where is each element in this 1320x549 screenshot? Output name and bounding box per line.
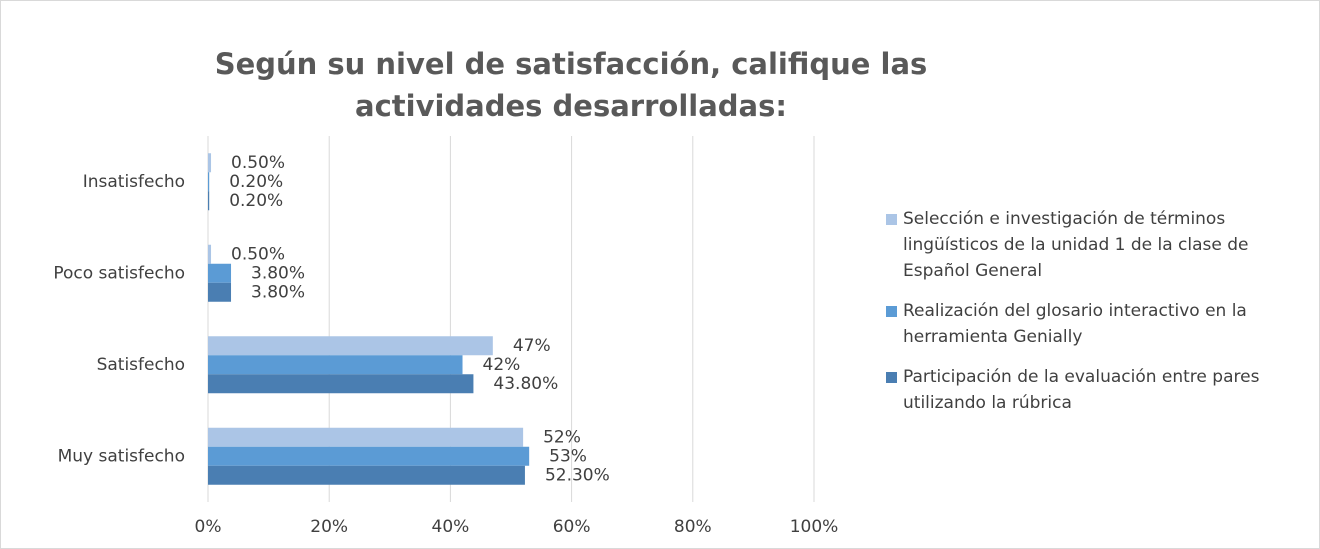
legend-item: Selección e investigación de términos li… (886, 206, 1306, 284)
legend-item: Realización del glosario interactivo en … (886, 298, 1306, 350)
data-label: 42% (483, 355, 521, 375)
bar (208, 191, 210, 211)
y-tick-label: Poco satisfecho (53, 263, 185, 283)
x-tick-label: 80% (674, 517, 712, 537)
data-label: 0.20% (229, 172, 283, 192)
legend-label: Realización del glosario interactivo en … (903, 301, 1247, 347)
y-tick-label: Satisfecho (97, 355, 185, 375)
data-label: 52% (543, 427, 581, 447)
x-tick-label: 40% (432, 517, 470, 537)
legend-swatch (886, 214, 897, 225)
bar (208, 282, 232, 302)
legend-swatch (886, 306, 897, 317)
bar (208, 172, 210, 192)
bar (208, 427, 524, 447)
data-label: 47% (513, 336, 551, 356)
data-label: 0.20% (229, 191, 283, 211)
x-tick-label: 20% (310, 517, 348, 537)
x-tick-label: 60% (553, 517, 591, 537)
bar (208, 446, 530, 466)
legend-swatch (886, 372, 897, 383)
data-label: 53% (549, 446, 587, 466)
y-tick-label: Insatisfecho (83, 172, 185, 192)
legend-label: Participación de la evaluación entre par… (903, 367, 1260, 413)
data-label: 0.50% (231, 153, 285, 173)
legend: Selección e investigación de términos li… (886, 206, 1306, 430)
chart-title: Según su nivel de satisfacción, califiqu… (214, 47, 928, 123)
bar (208, 465, 525, 485)
bar (208, 374, 474, 394)
data-label: 0.50% (231, 244, 285, 264)
legend-label: Selección e investigación de términos li… (903, 209, 1249, 281)
x-tick-label: 0% (195, 517, 222, 537)
data-label: 43.80% (493, 374, 558, 394)
bar (208, 153, 212, 173)
bar (208, 355, 463, 375)
bar (208, 244, 212, 264)
bar (208, 336, 493, 356)
bar (208, 263, 232, 283)
legend-item: Participación de la evaluación entre par… (886, 364, 1306, 416)
y-tick-label: Muy satisfecho (58, 446, 185, 466)
x-tick-label: 100% (790, 517, 839, 537)
data-label: 3.80% (251, 282, 305, 302)
data-label: 3.80% (251, 263, 305, 283)
data-label: 52.30% (545, 465, 610, 485)
